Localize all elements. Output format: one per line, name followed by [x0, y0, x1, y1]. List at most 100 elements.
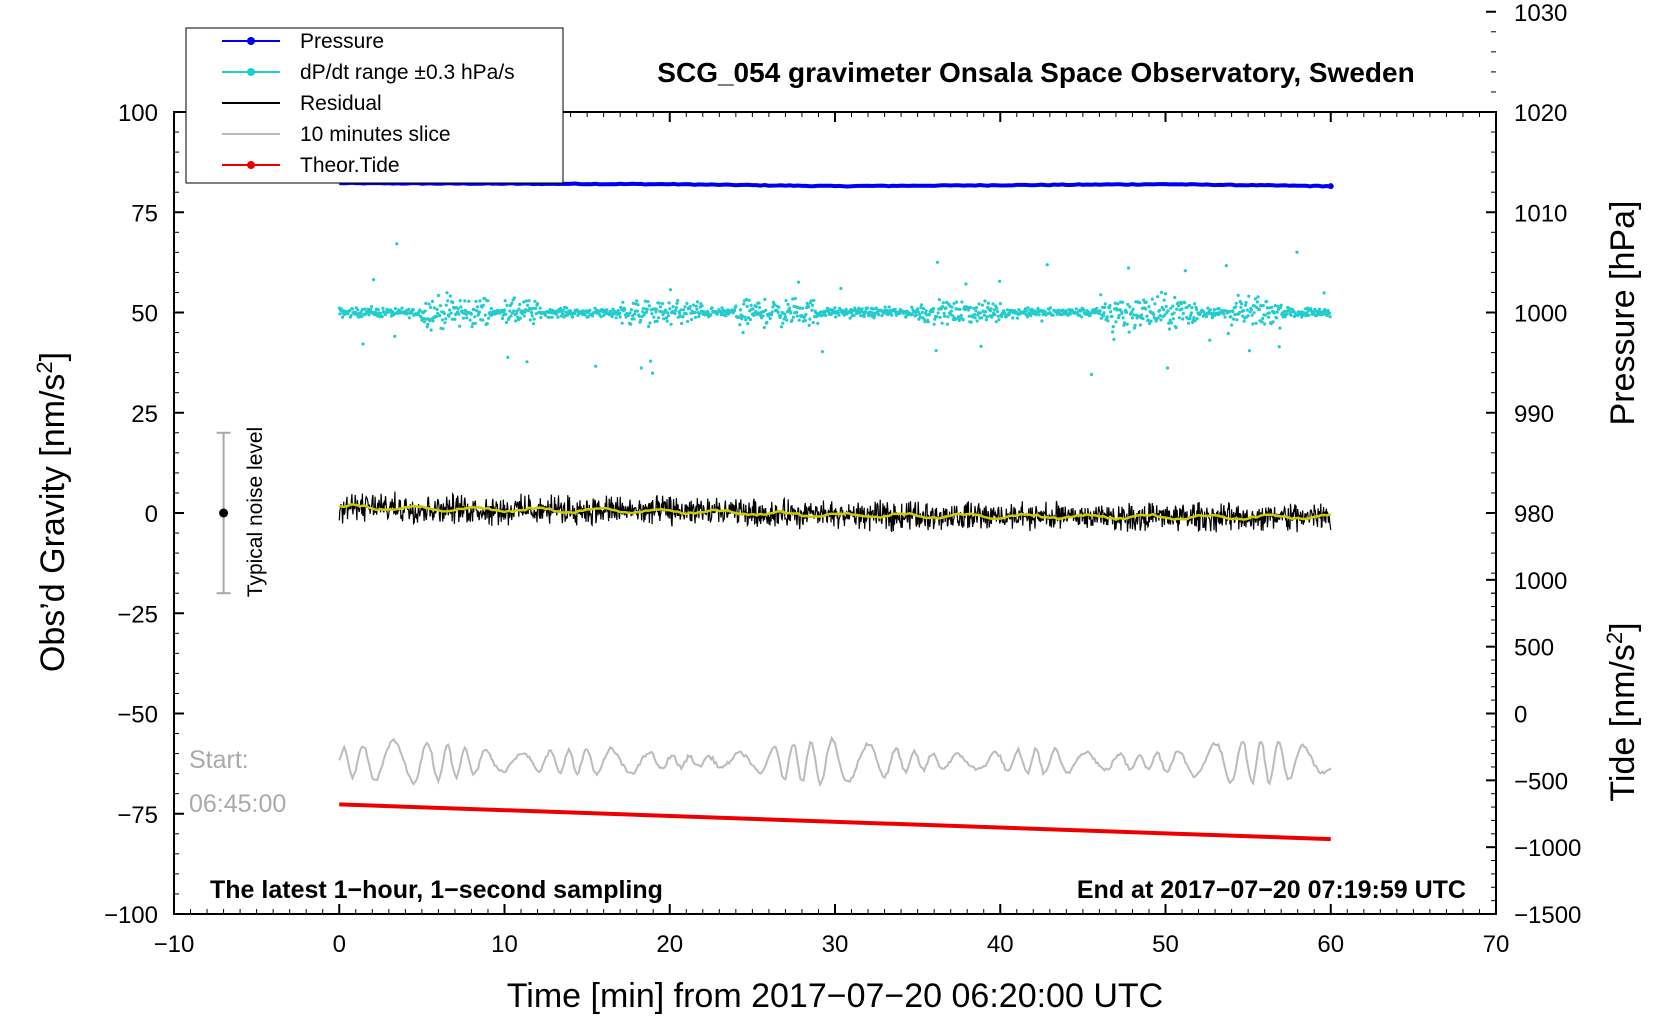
dpdt-point — [614, 316, 618, 320]
dpdt-point — [1181, 317, 1185, 321]
y-tick-label: −25 — [117, 601, 158, 628]
dpdt-point — [1321, 312, 1325, 316]
dpdt-point — [474, 299, 478, 303]
dpdt-point — [1175, 307, 1179, 311]
dpdt-point — [1101, 314, 1105, 318]
dpdt-point — [1150, 297, 1154, 301]
dpdt-point — [688, 305, 692, 309]
dpdt-point — [1212, 308, 1216, 312]
dpdt-point — [1133, 323, 1137, 327]
dpdt-point — [803, 318, 807, 323]
dpdt-point — [694, 304, 698, 308]
dpdt-point — [395, 242, 399, 246]
dpdt-point — [797, 318, 801, 322]
dpdt-point — [1180, 307, 1184, 311]
dpdt-point — [783, 312, 787, 316]
pressure-tick-label: 1020 — [1514, 100, 1567, 127]
dpdt-point — [637, 314, 641, 318]
dpdt-point — [1188, 316, 1192, 321]
dpdt-point — [660, 302, 665, 306]
dpdt-point — [710, 306, 714, 310]
dpdt-point — [1279, 303, 1283, 307]
dpdt-point — [543, 313, 548, 317]
dpdt-point — [1010, 308, 1014, 312]
dpdt-point — [483, 296, 487, 300]
legend-swatch-marker — [247, 161, 255, 169]
dpdt-point — [738, 308, 743, 312]
dpdt-point — [1163, 292, 1168, 296]
x-tick-label: −10 — [154, 931, 195, 958]
dpdt-point — [968, 305, 973, 310]
dpdt-point — [647, 304, 651, 308]
y-axis-tide-title-end: ] — [1604, 622, 1642, 631]
dpdt-point — [1193, 302, 1197, 306]
dpdt-point — [650, 312, 654, 316]
dpdt-point — [1312, 310, 1316, 314]
dpdt-point — [994, 320, 998, 324]
y-axis-gravity-title: Obs’d Gravity [nm/s2] — [32, 352, 72, 672]
dpdt-point — [791, 315, 796, 319]
dpdt-point — [652, 315, 656, 319]
dpdt-point — [996, 309, 1000, 314]
dpdt-point — [700, 304, 704, 308]
dpdt-point — [1265, 306, 1269, 310]
dpdt-point — [623, 308, 627, 312]
dpdt-point — [1179, 302, 1183, 306]
dpdt-point — [807, 305, 811, 309]
dpdt-point — [1037, 313, 1041, 317]
dpdt-point — [363, 307, 367, 311]
dpdt-point — [658, 305, 663, 309]
dpdt-point — [1156, 295, 1160, 299]
dpdt-point — [518, 316, 523, 320]
dpdt-point — [975, 319, 979, 323]
dpdt-point — [654, 310, 658, 314]
dpdt-point — [1295, 250, 1299, 254]
dpdt-point — [531, 306, 535, 310]
dpdt-point — [1192, 316, 1196, 320]
dpdt-point — [1171, 317, 1175, 321]
dpdt-point — [1204, 315, 1209, 319]
dpdt-point — [448, 294, 452, 298]
dpdt-point — [504, 320, 509, 324]
dpdt-point — [808, 317, 812, 321]
dpdt-point — [765, 320, 769, 325]
dpdt-point — [664, 316, 669, 320]
y-axis-gravity: −100 −75 −50 −25 0 25 50 75 100 — [104, 100, 184, 929]
dpdt-point — [436, 293, 440, 298]
dpdt-point — [447, 314, 451, 318]
dpdt-point — [1098, 309, 1102, 313]
annotation-start-time: 06:45:00 — [189, 790, 286, 818]
dpdt-point — [381, 306, 385, 310]
x-tick-label: 50 — [1152, 931, 1179, 958]
dpdt-point — [936, 311, 940, 315]
dpdt-point — [1181, 311, 1185, 315]
dpdt-point — [407, 307, 411, 311]
dpdt-point — [1250, 313, 1254, 317]
dpdt-point — [1099, 316, 1103, 320]
dpdt-point — [1242, 319, 1246, 323]
dpdt-point — [1168, 318, 1172, 322]
dpdt-point — [1132, 313, 1136, 317]
dpdt-point — [517, 307, 521, 311]
dpdt-point — [350, 307, 355, 311]
dpdt-point — [602, 313, 606, 318]
y-tick-label: 0 — [145, 501, 158, 528]
dpdt-point — [1228, 309, 1232, 314]
dpdt-point — [524, 308, 528, 312]
dpdt-point — [742, 302, 746, 306]
dpdt-point — [746, 322, 750, 326]
dpdt-point — [561, 308, 565, 312]
dpdt-point — [1147, 305, 1151, 309]
y-axis-pressure-title: Pressure [hPa] — [1604, 201, 1642, 426]
dpdt-point — [837, 313, 841, 317]
dpdt-point — [839, 286, 843, 291]
dpdt-point — [1247, 349, 1251, 353]
dpdt-point — [527, 299, 531, 303]
y-tick-label: 25 — [131, 401, 158, 428]
dpdt-point — [1261, 304, 1265, 308]
series-residual-line — [338, 491, 1332, 533]
dpdt-point — [686, 319, 690, 323]
dpdt-point — [533, 299, 537, 303]
dpdt-point — [459, 305, 463, 309]
dpdt-point — [523, 310, 527, 314]
